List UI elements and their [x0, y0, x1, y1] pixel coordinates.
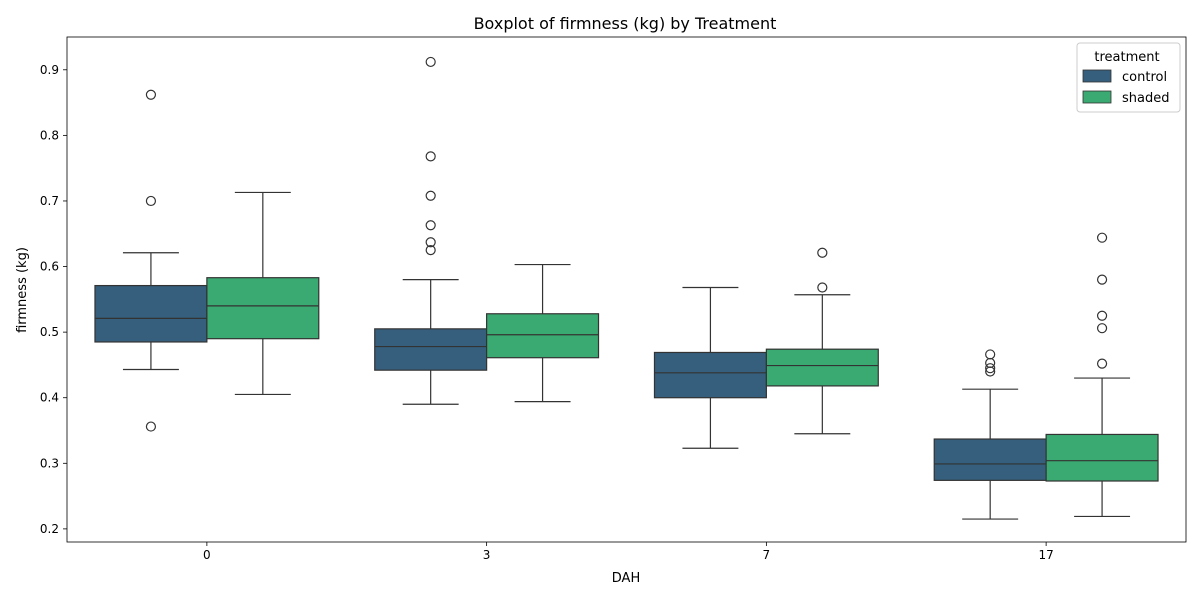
- outlier-point: [985, 357, 996, 369]
- y-axis: 0.2 0.3 0.4 0.5 0.6 0.7 0.8 0.9: [40, 63, 67, 536]
- outlier-point: [425, 190, 436, 201]
- outlier-point: [817, 282, 828, 293]
- box-group-shaded-0: [206, 191, 320, 396]
- box-group-control-7: [653, 286, 767, 449]
- box: [374, 328, 488, 371]
- legend-label-control: control: [1122, 70, 1167, 85]
- chart-title: Boxplot of firmness (kg) by Treatment: [474, 14, 777, 33]
- outlier-point: [145, 89, 157, 100]
- y-tick-label: 0.7: [40, 194, 59, 208]
- outlier-point: [145, 421, 157, 432]
- outlier-point: [1096, 232, 1108, 243]
- y-tick-label: 0.8: [40, 128, 59, 142]
- outlier-point: [1096, 274, 1108, 285]
- box: [653, 351, 767, 399]
- legend-swatch-shaded: [1082, 90, 1112, 104]
- legend-title: treatment: [1094, 50, 1159, 65]
- outlier-point: [985, 363, 996, 374]
- box: [206, 277, 320, 340]
- outlier-point: [425, 151, 436, 162]
- y-tick-label: 0.5: [40, 325, 59, 339]
- outlier-point: [425, 237, 436, 248]
- box: [765, 348, 879, 387]
- box-group-shaded-17: [1045, 232, 1159, 518]
- legend-swatch-control: [1082, 69, 1112, 83]
- outlier-point: [425, 56, 436, 68]
- box-group-shaded-7: [765, 247, 879, 435]
- y-tick-label: 0.4: [40, 391, 59, 405]
- x-tick-label: 3: [483, 548, 491, 562]
- outlier-point: [1096, 358, 1108, 369]
- box: [94, 284, 208, 343]
- y-tick-label: 0.3: [40, 456, 59, 470]
- outlier-point: [145, 195, 157, 207]
- outlier-point: [425, 220, 436, 231]
- x-axis: 0 3 7 17: [203, 542, 1054, 562]
- box-group-shaded-3: [486, 263, 600, 403]
- y-tick-label: 0.2: [40, 522, 59, 536]
- outlier-point: [985, 349, 996, 360]
- outlier-point: [985, 366, 996, 377]
- legend-label-shaded: shaded: [1122, 91, 1169, 106]
- y-tick-label: 0.9: [40, 63, 59, 77]
- x-axis-label: DAH: [612, 571, 640, 586]
- plot-frame: [66, 36, 1187, 543]
- x-tick-label: 7: [763, 548, 771, 562]
- x-tick-label: 17: [1038, 548, 1053, 562]
- x-tick-label: 0: [203, 548, 211, 562]
- box-group-control-3: [374, 56, 488, 405]
- box: [486, 313, 600, 359]
- outlier-point: [817, 247, 828, 258]
- outlier-point: [1096, 323, 1108, 334]
- y-axis-label: firmness (kg): [15, 247, 30, 333]
- legend: treatment control shaded: [1076, 42, 1181, 113]
- box-group-control-0: [94, 89, 208, 432]
- box-group-control-17: [933, 349, 1047, 520]
- y-tick-label: 0.6: [40, 260, 59, 274]
- box: [933, 438, 1047, 481]
- outlier-point: [425, 245, 436, 256]
- outlier-point: [1096, 310, 1108, 321]
- box: [1045, 433, 1159, 482]
